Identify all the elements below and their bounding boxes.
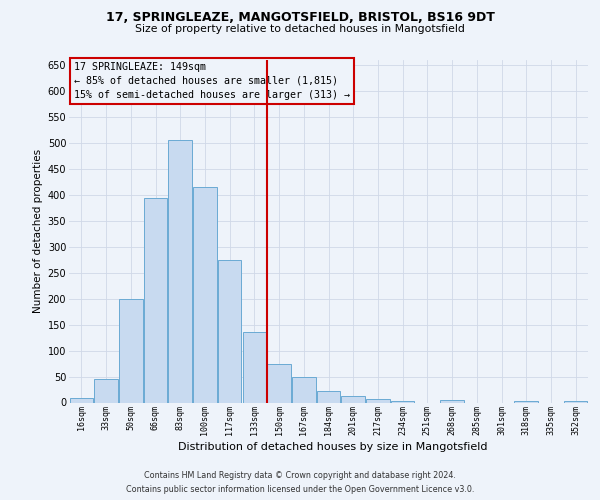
- Bar: [391, 401, 415, 402]
- Text: 17 SPRINGLEAZE: 149sqm
← 85% of detached houses are smaller (1,815)
15% of semi-: 17 SPRINGLEAZE: 149sqm ← 85% of detached…: [74, 62, 350, 100]
- Text: Size of property relative to detached houses in Mangotsfield: Size of property relative to detached ho…: [135, 24, 465, 34]
- Bar: [144, 198, 167, 402]
- Bar: [440, 400, 464, 402]
- Bar: [218, 260, 241, 402]
- Bar: [70, 398, 93, 402]
- Bar: [268, 364, 291, 403]
- Text: Contains public sector information licensed under the Open Government Licence v3: Contains public sector information licen…: [126, 485, 474, 494]
- Bar: [341, 396, 365, 402]
- Bar: [119, 298, 143, 403]
- Bar: [317, 391, 340, 402]
- Text: Distribution of detached houses by size in Mangotsfield: Distribution of detached houses by size …: [178, 442, 488, 452]
- Bar: [242, 332, 266, 402]
- Y-axis label: Number of detached properties: Number of detached properties: [34, 149, 43, 314]
- Bar: [193, 187, 217, 402]
- Bar: [366, 400, 389, 402]
- Bar: [94, 379, 118, 402]
- Text: 17, SPRINGLEAZE, MANGOTSFIELD, BRISTOL, BS16 9DT: 17, SPRINGLEAZE, MANGOTSFIELD, BRISTOL, …: [106, 11, 494, 24]
- Text: Contains HM Land Registry data © Crown copyright and database right 2024.: Contains HM Land Registry data © Crown c…: [144, 471, 456, 480]
- Bar: [169, 140, 192, 402]
- Bar: [292, 376, 316, 402]
